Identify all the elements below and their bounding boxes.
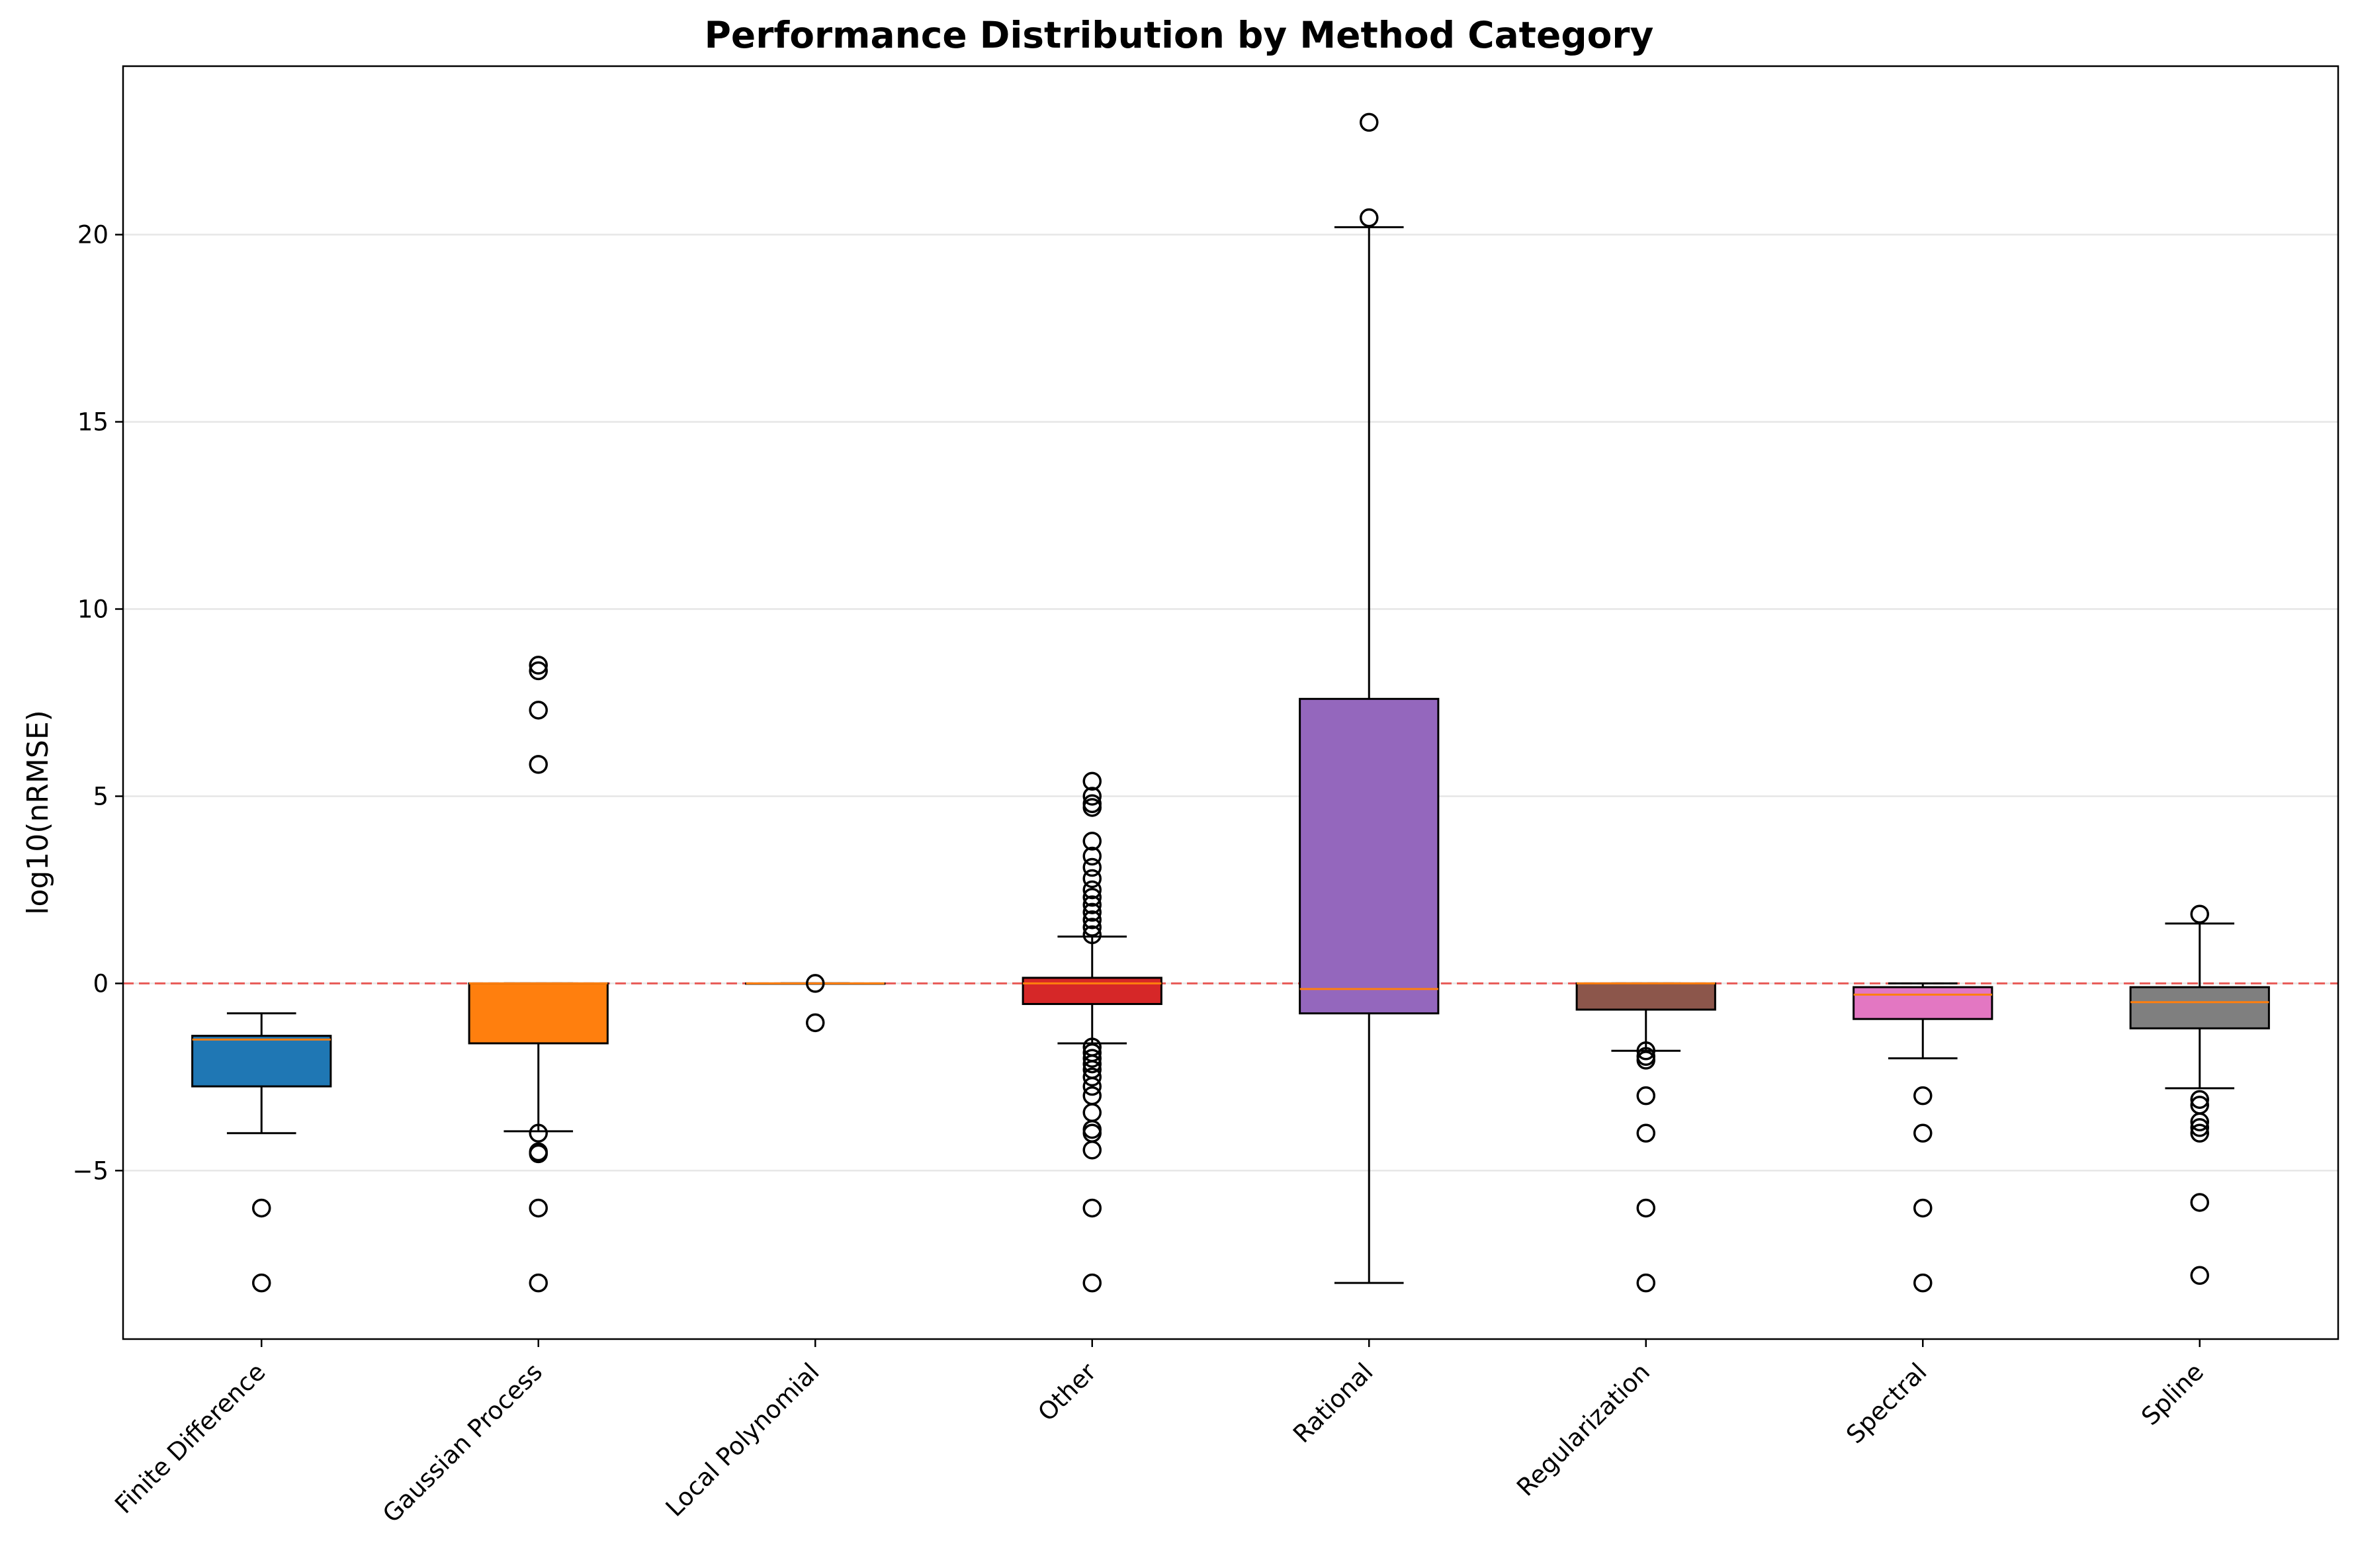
outlier-point bbox=[806, 974, 825, 993]
outlier-point bbox=[806, 1013, 825, 1033]
outlier-point bbox=[252, 1273, 271, 1293]
outlier-point bbox=[1082, 880, 1102, 900]
box-group bbox=[745, 974, 886, 1033]
outlier-point bbox=[2190, 1090, 2209, 1110]
outlier-point bbox=[1082, 1076, 1102, 1096]
y-tick-label: 0 bbox=[93, 969, 109, 998]
y-tick-label: 15 bbox=[77, 408, 109, 437]
outlier-point bbox=[1082, 1067, 1102, 1087]
outlier-point bbox=[1082, 910, 1102, 930]
outlier-point bbox=[529, 1273, 548, 1293]
outlier-point bbox=[1082, 918, 1102, 937]
outlier-point bbox=[1082, 1198, 1102, 1218]
outlier-point bbox=[2190, 1112, 2209, 1132]
y-tick-label: 10 bbox=[77, 595, 109, 624]
box-iqr bbox=[1575, 982, 1716, 1011]
box-iqr bbox=[1853, 986, 1993, 1020]
box-group bbox=[191, 1012, 332, 1293]
outlier-point bbox=[529, 661, 548, 681]
outlier-point bbox=[2190, 1266, 2209, 1285]
outlier-point bbox=[529, 656, 548, 675]
outlier-point bbox=[1636, 1041, 1655, 1061]
outlier-point bbox=[1082, 925, 1102, 945]
outlier-point bbox=[1082, 798, 1102, 817]
y-tick-label: −5 bbox=[72, 1156, 109, 1185]
box-iqr bbox=[2129, 986, 2270, 1029]
outlier-point bbox=[1082, 869, 1102, 889]
outlier-point bbox=[529, 755, 548, 774]
outlier-point bbox=[252, 1198, 271, 1218]
outlier-point bbox=[1913, 1198, 1933, 1218]
chart-title: Performance Distribution by Method Categ… bbox=[705, 14, 1654, 56]
outlier-point bbox=[1082, 1273, 1102, 1293]
outlier-point bbox=[1082, 832, 1102, 851]
outlier-point bbox=[1360, 208, 1379, 228]
outlier-point bbox=[2190, 1118, 2209, 1137]
outlier-point bbox=[1082, 1140, 1102, 1160]
plot-frame bbox=[122, 65, 2339, 1340]
outlier-point bbox=[1913, 1086, 1933, 1106]
box-group bbox=[1022, 771, 1162, 1293]
box-iqr bbox=[1299, 697, 1440, 1015]
outlier-point bbox=[1636, 1086, 1655, 1106]
box-group bbox=[1299, 112, 1440, 1284]
outlier-point bbox=[1913, 1273, 1933, 1293]
outlier-point bbox=[1636, 1123, 1655, 1143]
outlier-point bbox=[1082, 787, 1102, 806]
box-iqr bbox=[468, 982, 609, 1045]
outlier-point bbox=[1082, 1049, 1102, 1068]
outlier-point bbox=[529, 1144, 548, 1164]
y-tick-label: 20 bbox=[77, 221, 109, 249]
box-group bbox=[2129, 904, 2270, 1285]
outlier-point bbox=[1082, 888, 1102, 907]
outlier-point bbox=[2190, 904, 2209, 924]
outlier-point bbox=[1082, 1054, 1102, 1074]
outlier-point bbox=[1636, 1198, 1655, 1218]
outlier-point bbox=[529, 1198, 548, 1218]
outlier-point bbox=[529, 701, 548, 720]
box-group bbox=[468, 656, 609, 1293]
outlier-point bbox=[1082, 846, 1102, 866]
y-tick-label: 5 bbox=[93, 782, 109, 810]
outlier-point bbox=[1360, 112, 1379, 132]
y-axis-label: log10(nRMSE) bbox=[21, 710, 55, 915]
box-layer bbox=[191, 112, 2270, 1293]
outlier-point bbox=[529, 1123, 548, 1143]
outlier-point bbox=[1082, 857, 1102, 877]
box-iqr bbox=[191, 1035, 332, 1088]
box-group bbox=[1853, 982, 1993, 1293]
outlier-point bbox=[1082, 902, 1102, 922]
box-group bbox=[1575, 982, 1716, 1293]
box-iqr bbox=[1022, 977, 1162, 1006]
outlier-point bbox=[1082, 895, 1102, 914]
outlier-point bbox=[1636, 1273, 1655, 1293]
outlier-point bbox=[2190, 1193, 2209, 1212]
outlier-point bbox=[1636, 1051, 1655, 1070]
outlier-point bbox=[2190, 1123, 2209, 1143]
outlier-point bbox=[1913, 1123, 1933, 1143]
outlier-point bbox=[1082, 771, 1102, 791]
